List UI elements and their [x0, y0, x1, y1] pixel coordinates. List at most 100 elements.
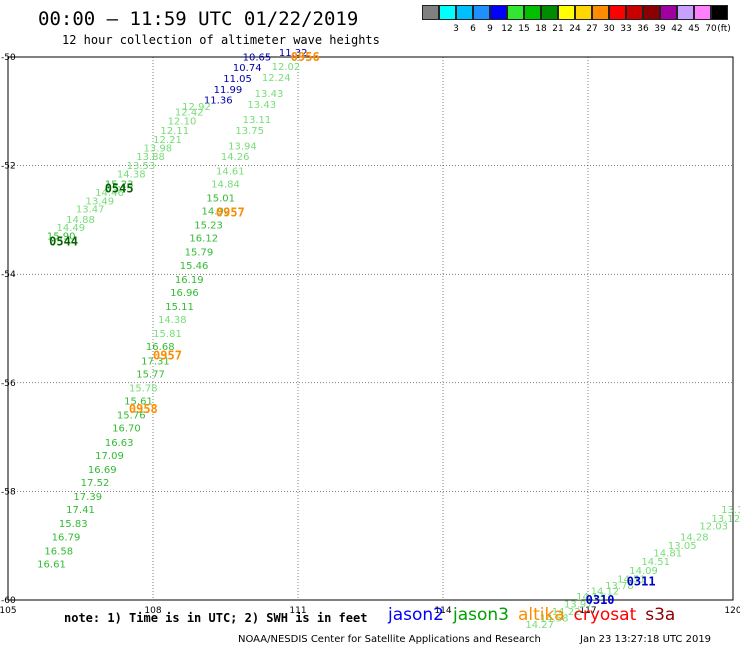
wave-height-value: 15.83	[59, 519, 88, 530]
wave-height-value: 16.61	[37, 559, 66, 570]
wave-height-value: 16.19	[175, 275, 204, 286]
wave-height-value: 17.31	[141, 356, 170, 367]
satellite-s3a: s3a	[645, 605, 676, 625]
wave-height-value: 13.12	[711, 514, 740, 525]
wave-height-value: 15.23	[194, 221, 223, 232]
legend-swatch	[626, 5, 643, 20]
legend-swatch	[609, 5, 626, 20]
wave-height-value: 12.21	[153, 135, 182, 146]
wave-height-value: 13.97	[564, 600, 593, 611]
wave-height-value: 12.42	[175, 108, 204, 119]
pass-time-label: 0957	[153, 349, 182, 363]
legend-label: 3	[453, 24, 459, 34]
legend-swatch	[507, 5, 524, 20]
wave-height-value: 16.58	[44, 546, 73, 557]
legend-swatch	[711, 5, 728, 20]
lat-tick-label: -56	[1, 379, 16, 389]
wave-height-value: 16.70	[112, 424, 141, 435]
legend-swatch	[456, 5, 473, 20]
pass-time-labels: 0956 0957 0957 0958 0545 0544 0311 0310	[49, 50, 655, 607]
wave-height-value: 13.53	[127, 161, 156, 172]
pass-time-label: 0544	[49, 235, 78, 249]
legend-label: 33	[620, 24, 632, 34]
wave-height-value: 17.52	[81, 478, 110, 489]
map-frame	[7, 56, 734, 601]
satellite-jason2: jason2	[388, 605, 444, 625]
wave-height-value: 16.12	[189, 234, 218, 245]
wave-height-value: 17.39	[73, 492, 102, 503]
lat-tick-label: -50	[1, 53, 16, 63]
legend-label: 18	[535, 24, 547, 34]
wave-height-value: 16.63	[105, 438, 134, 449]
wave-height-value: 15.81	[153, 329, 182, 340]
wave-height-value: 13.43	[247, 100, 276, 111]
legend-label: 6	[470, 24, 476, 34]
wave-height-value: 15.77	[136, 369, 165, 380]
wave-height-value: 14.88	[66, 215, 95, 226]
legend-swatch	[575, 5, 592, 20]
pass-time-label: 0956	[291, 50, 320, 64]
legend-unit: (ft)	[717, 24, 731, 34]
legend-label: 12	[501, 24, 513, 34]
pass-time-label: 0311	[627, 575, 656, 589]
wave-height-value: 12.03	[699, 521, 728, 532]
wave-height-value: 15.76	[117, 411, 146, 422]
legend-swatch	[694, 5, 711, 20]
wave-height-value: 14.84	[211, 179, 240, 190]
legend-swatch	[473, 5, 490, 20]
pass-time-label: 0545	[105, 181, 134, 195]
legend-label: 27	[586, 24, 598, 34]
legend-label: 21	[552, 24, 564, 34]
wave-height-value: 14.90	[202, 206, 231, 217]
legend-swatch	[643, 5, 660, 20]
wave-height-value: 14.27	[525, 620, 554, 631]
wave-height-value: 15.79	[185, 248, 214, 259]
legend-swatch	[660, 5, 677, 20]
wave-height-value: 14.51	[641, 557, 670, 568]
wave-height-value: 13.49	[86, 197, 115, 208]
wave-height-value: 15.01	[206, 193, 235, 204]
wave-height-value: 14.51	[617, 575, 646, 586]
wave-height-value: 14.12	[591, 587, 620, 598]
satellite-legend: jason2 jason3 altika cryosat s3a	[388, 605, 684, 625]
wave-height-value: 16.79	[52, 532, 81, 543]
credit-text: NOAA/NESDIS Center for Satellite Applica…	[238, 634, 541, 645]
wave-height-value: 12.10	[168, 116, 197, 127]
wave-height-value: 12.02	[272, 62, 301, 73]
lon-tick-label: 117	[579, 606, 596, 616]
legend-label: 24	[569, 24, 581, 34]
wave-height-value: 14.49	[57, 223, 86, 234]
wave-height-value: 14.46	[95, 188, 124, 199]
pass-time-label: 0957	[216, 205, 245, 219]
wave-height-value: 10.65	[243, 52, 272, 63]
wave-height-value: 13.11	[243, 115, 272, 126]
wave-height-value: 11.99	[214, 85, 243, 96]
wave-height-value: 12.24	[262, 73, 291, 84]
wave-height-value: 14.09	[629, 566, 658, 577]
wave-height-value: 15.90	[47, 231, 76, 242]
wave-height-value: 13.98	[144, 143, 173, 154]
wave-height-value: 14.38	[158, 315, 187, 326]
wave-height-value: 12.11	[160, 126, 189, 137]
lon-tick-label: 114	[434, 606, 451, 616]
satellite-jason3: jason3	[453, 605, 509, 625]
legend-label: 15	[518, 24, 530, 34]
pass-time-label: 0958	[129, 402, 158, 416]
legend-swatch	[558, 5, 575, 20]
legend-label: 70	[705, 24, 717, 34]
legend-label: 36	[637, 24, 649, 34]
legend-label: 39	[654, 24, 666, 34]
wave-height-value: 14.22	[552, 607, 581, 618]
wave-height-value: 10.74	[233, 63, 262, 74]
legend-label: 9	[487, 24, 493, 34]
wave-height-value: 16.68	[146, 342, 175, 353]
wave-height-value: 15.23	[105, 179, 134, 190]
wave-height-value: 13.47	[76, 204, 105, 215]
legend-swatch	[541, 5, 558, 20]
generated-timestamp: Jan 23 13:27:18 UTC 2019	[580, 634, 712, 645]
wave-height-value: 11.05	[223, 74, 252, 85]
satellite-altika: altika	[518, 605, 565, 625]
wave-height-value: 11.36	[204, 96, 233, 107]
wave-height-value: 15.46	[180, 261, 209, 272]
